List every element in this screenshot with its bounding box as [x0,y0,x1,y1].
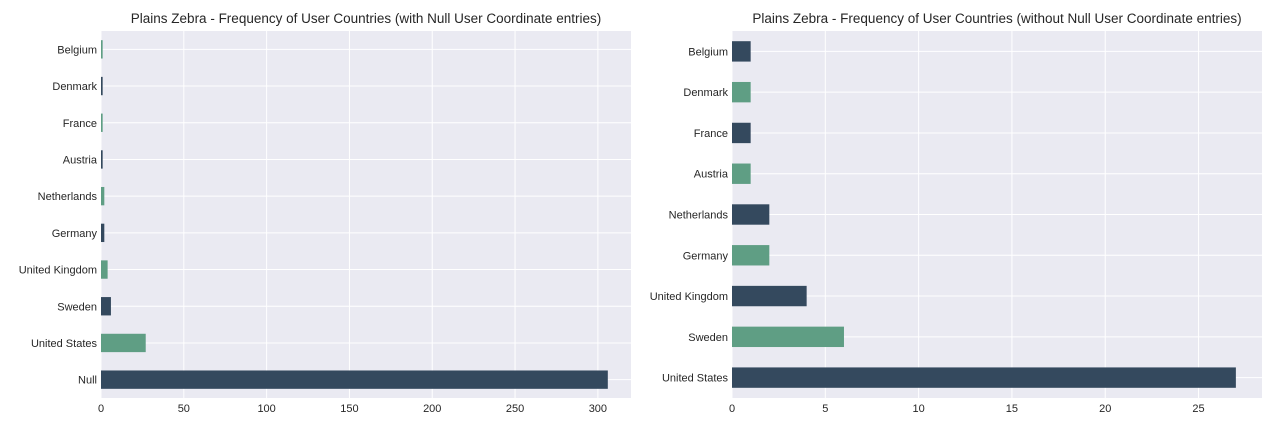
x-tick-label: 50 [178,403,190,415]
x-tick-label: 200 [423,403,441,415]
chart-title: Plains Zebra - Frequency of User Countri… [131,11,601,26]
x-tick-label: 300 [589,403,607,415]
y-tick-label: Denmark [52,81,97,93]
bar-united-states [732,367,1236,388]
x-tick-label: 25 [1192,403,1204,415]
y-tick-label: Denmark [683,87,728,99]
y-tick-label: France [63,118,97,130]
bar-united-states [101,333,146,353]
y-tick-label: Germany [683,250,729,262]
x-tick-label: 15 [1006,403,1018,415]
x-tick-label: 5 [822,403,828,415]
bar-sweden [101,297,111,316]
y-tick-label: United Kingdom [650,291,728,303]
bar-france [732,122,751,144]
x-tick-label: 150 [340,403,358,415]
x-tick-label: 20 [1099,403,1111,415]
bar-denmark [101,76,103,96]
bar-germany [732,245,770,266]
bar-austria [732,163,751,184]
y-tick-label: Belgium [57,44,97,56]
bar-netherlands [101,186,105,206]
y-tick-label: Netherlands [669,210,729,222]
bar-austria [101,150,103,169]
y-tick-label: United States [662,373,729,385]
y-tick-label: France [694,128,728,140]
chart-2: Belgium Denmark France Austria Netherlands Ge… [650,11,1262,415]
x-tick-label: 250 [506,403,524,415]
x-tick-label: 0 [98,403,104,415]
x-tick-label: 10 [912,403,924,415]
bar-belgium [732,41,751,62]
bar-netherlands [732,204,770,225]
y-tick-label: Austria [63,154,98,166]
x-tick-label: 100 [257,403,275,415]
bar-belgium [101,40,103,59]
y-tick-label: Netherlands [38,191,98,203]
bar-united-kingdom [732,285,807,307]
y-tick-label: United Kingdom [19,265,97,277]
bar-germany [101,223,105,243]
bar-united-kingdom [101,260,108,279]
y-tick-label: Germany [52,228,98,240]
plot-background [101,31,631,398]
y-tick-label: United States [31,338,98,350]
chart-title: Plains Zebra - Frequency of User Countri… [752,11,1241,26]
y-tick-label: Null [78,375,97,387]
bar-france [101,113,103,132]
y-tick-label: Sweden [688,332,728,344]
y-tick-label: Austria [694,169,729,181]
bar-sweden [732,326,844,348]
y-tick-label: Belgium [688,46,728,58]
y-tick-label: Sweden [57,301,97,313]
chart-1: Belgium Denmark France Austria Netherlands Ge… [19,11,631,415]
x-tick-label: 0 [729,403,735,415]
bar-null [101,370,608,389]
bar-denmark [732,81,751,103]
